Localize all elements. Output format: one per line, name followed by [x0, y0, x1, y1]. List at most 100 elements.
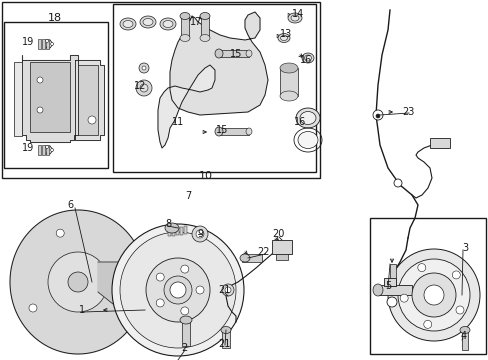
Text: 9: 9 [197, 229, 203, 239]
Text: 15: 15 [229, 49, 242, 59]
Bar [271, 240, 291, 254]
Ellipse shape [302, 53, 313, 63]
Ellipse shape [200, 13, 209, 19]
Text: 8: 8 [164, 219, 171, 229]
Bar [222, 330, 229, 348]
Circle shape [156, 273, 164, 281]
Bar [219, 50, 248, 57]
Circle shape [455, 306, 463, 314]
Circle shape [397, 259, 469, 331]
Text: 19: 19 [22, 143, 34, 153]
Ellipse shape [140, 16, 156, 28]
Bar [461, 330, 467, 350]
Circle shape [140, 84, 148, 92]
Circle shape [423, 285, 443, 305]
Ellipse shape [287, 13, 302, 23]
Polygon shape [75, 60, 104, 140]
Circle shape [417, 264, 425, 271]
Circle shape [45, 40, 48, 42]
Text: 13: 13 [279, 29, 291, 39]
Bar [168, 228, 171, 236]
Circle shape [136, 80, 152, 96]
Circle shape [372, 110, 382, 120]
Bar [429, 138, 449, 148]
Text: 21: 21 [217, 339, 230, 349]
Circle shape [375, 114, 379, 118]
Circle shape [120, 232, 236, 348]
Ellipse shape [123, 21, 133, 27]
Bar [201, 16, 208, 38]
Ellipse shape [245, 50, 251, 57]
Bar [242, 254, 262, 262]
Polygon shape [98, 262, 138, 312]
Ellipse shape [180, 13, 190, 19]
Text: 21: 21 [217, 285, 230, 295]
Circle shape [386, 297, 396, 307]
Circle shape [45, 145, 48, 149]
Text: 14: 14 [291, 9, 304, 19]
Circle shape [163, 276, 192, 304]
Circle shape [156, 299, 164, 307]
Text: 12: 12 [134, 81, 146, 91]
Ellipse shape [221, 327, 230, 333]
Circle shape [192, 226, 207, 242]
Polygon shape [10, 210, 146, 354]
Polygon shape [170, 12, 267, 115]
Circle shape [224, 287, 230, 293]
Bar [38, 145, 41, 155]
Text: 15: 15 [215, 125, 228, 135]
Ellipse shape [278, 33, 289, 42]
Ellipse shape [459, 327, 469, 333]
Bar [369, 218, 485, 354]
Ellipse shape [142, 18, 153, 26]
Ellipse shape [180, 316, 192, 324]
Ellipse shape [372, 284, 382, 296]
Text: 22: 22 [257, 247, 270, 257]
Bar [42, 39, 45, 49]
Bar [46, 145, 49, 155]
Ellipse shape [164, 223, 179, 233]
Bar [182, 320, 190, 346]
Text: 7: 7 [184, 191, 191, 201]
Bar [383, 278, 395, 286]
Text: 23: 23 [401, 107, 413, 117]
Circle shape [29, 304, 37, 312]
Ellipse shape [280, 63, 297, 73]
Polygon shape [158, 65, 215, 148]
Text: 6: 6 [67, 200, 73, 210]
Bar [46, 39, 49, 49]
Ellipse shape [120, 18, 136, 30]
Bar [113, 4, 315, 172]
Circle shape [423, 320, 431, 328]
Bar [42, 145, 45, 155]
Bar [219, 128, 248, 135]
Circle shape [119, 304, 127, 312]
Ellipse shape [240, 254, 249, 262]
Text: 11: 11 [171, 117, 184, 127]
Circle shape [37, 107, 43, 113]
Ellipse shape [280, 91, 297, 101]
Bar [172, 228, 175, 235]
Ellipse shape [290, 15, 298, 21]
Circle shape [222, 284, 234, 296]
Circle shape [48, 252, 108, 312]
Circle shape [142, 66, 146, 70]
Bar [14, 62, 22, 136]
Bar [180, 226, 183, 234]
Circle shape [112, 224, 244, 356]
Ellipse shape [299, 112, 315, 125]
Ellipse shape [297, 131, 317, 149]
Circle shape [181, 265, 188, 273]
Bar [78, 65, 98, 135]
Ellipse shape [245, 128, 251, 135]
Text: 18: 18 [48, 13, 62, 23]
Circle shape [50, 149, 53, 152]
Circle shape [139, 63, 149, 73]
Text: 1: 1 [79, 305, 85, 315]
Bar [183, 226, 186, 234]
Text: 17: 17 [189, 17, 202, 27]
Text: 5: 5 [384, 281, 390, 291]
Bar [377, 285, 411, 295]
Ellipse shape [215, 49, 223, 58]
Bar [4, 22, 108, 168]
